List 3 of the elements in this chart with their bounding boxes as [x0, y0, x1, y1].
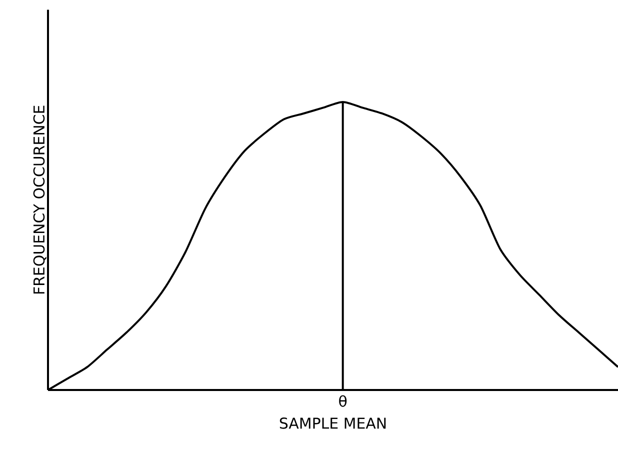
x-axis-title: SAMPLE MEAN: [280, 418, 386, 429]
y-axis-title: FREQUENCY OCCURENCE: [33, 106, 46, 294]
text: θ: [339, 395, 347, 407]
